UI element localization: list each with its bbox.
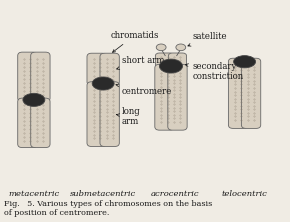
Text: Fig.   5. Various types of chromosomes on the basis
of position of centromere.: Fig. 5. Various types of chromosomes on … bbox=[3, 200, 212, 217]
Text: submetacentric: submetacentric bbox=[70, 190, 136, 198]
Text: satellite: satellite bbox=[188, 32, 227, 46]
FancyBboxPatch shape bbox=[155, 53, 174, 67]
FancyBboxPatch shape bbox=[31, 52, 50, 102]
FancyBboxPatch shape bbox=[31, 98, 50, 148]
Text: metacentric: metacentric bbox=[8, 190, 59, 198]
FancyBboxPatch shape bbox=[100, 82, 119, 147]
Text: centromere: centromere bbox=[116, 84, 172, 96]
Text: short arm: short arm bbox=[117, 56, 164, 69]
Text: telocentric: telocentric bbox=[222, 190, 267, 198]
Ellipse shape bbox=[234, 56, 255, 68]
Text: secondary
constriction: secondary constriction bbox=[186, 62, 244, 81]
FancyBboxPatch shape bbox=[87, 82, 106, 147]
Ellipse shape bbox=[92, 77, 114, 90]
FancyBboxPatch shape bbox=[100, 53, 119, 85]
FancyBboxPatch shape bbox=[229, 58, 248, 128]
FancyBboxPatch shape bbox=[241, 58, 261, 128]
FancyBboxPatch shape bbox=[155, 64, 174, 130]
Ellipse shape bbox=[176, 44, 186, 51]
FancyBboxPatch shape bbox=[168, 53, 186, 67]
Ellipse shape bbox=[23, 93, 45, 106]
FancyBboxPatch shape bbox=[18, 98, 37, 148]
FancyBboxPatch shape bbox=[168, 64, 187, 130]
Text: chromatids: chromatids bbox=[110, 31, 159, 52]
FancyBboxPatch shape bbox=[87, 53, 106, 85]
Ellipse shape bbox=[160, 59, 182, 73]
Text: long
arm: long arm bbox=[116, 107, 141, 127]
Ellipse shape bbox=[156, 44, 166, 51]
FancyBboxPatch shape bbox=[18, 52, 37, 102]
Text: acrocentric: acrocentric bbox=[151, 190, 200, 198]
